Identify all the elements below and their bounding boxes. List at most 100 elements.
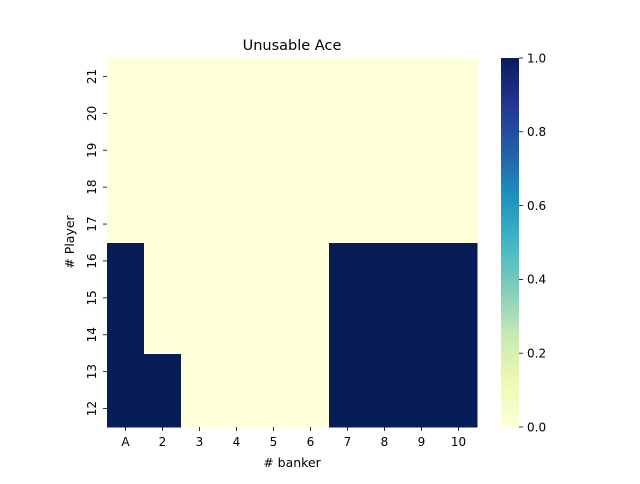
y-axis: 12 13 14 15 16 17 18 19 20 21 [85,69,107,416]
heatmap-cell [255,58,293,96]
x-tick-label: 8 [381,435,389,449]
heatmap-cell [144,131,182,170]
heatmap-cell [255,94,293,133]
heatmap-cell [440,168,478,207]
heatmap-cell [366,58,404,96]
heatmap-cell [329,205,367,244]
heatmap-cell [107,131,145,170]
chart-title: Unusable Ace [243,38,342,54]
heatmap-cell [292,390,330,428]
heatmap-cell [366,168,404,207]
heatmap-cell [366,205,404,244]
heatmap-cell [255,316,293,354]
heatmap-cell [366,279,404,317]
heatmap-cell [329,168,367,207]
x-tick-label: 7 [344,435,352,449]
heatmap-cell [366,242,404,280]
colorbar-ticks: 0.0 0.2 0.4 0.6 0.8 1.0 [519,51,546,434]
colorbar-tick-label: 0.0 [527,420,546,434]
x-tick-label: A [121,435,130,449]
heatmap-cell [440,58,478,96]
colorbar-tick-label: 0.8 [527,125,546,139]
y-tick-label: 16 [85,253,99,268]
heatmap-cell [292,168,330,207]
heatmap-cell [292,94,330,133]
heatmap-cell [403,316,441,354]
heatmap-cell [366,353,404,391]
heatmap-cell [107,353,145,391]
heatmap-cell [403,279,441,317]
heatmap-cell [255,205,293,244]
x-tick-label: 4 [233,435,241,449]
heatmap-cell [218,316,256,354]
heatmap-cell [218,279,256,317]
y-tick-label: 19 [85,143,99,158]
y-tick-label: 20 [85,106,99,121]
heatmap-cell [107,94,145,133]
heatmap-cell [329,58,367,96]
heatmap-cell [107,242,145,280]
heatmap-cell [292,279,330,317]
heatmap-cell [218,168,256,207]
heatmap-cell [218,242,256,280]
y-tick-label: 12 [85,401,99,416]
heatmap-cell [255,390,293,428]
heatmap-cell [107,58,145,96]
heatmap-cell [403,353,441,391]
heatmap-cell [181,316,219,354]
heatmap-cell [366,94,404,133]
y-axis-label: # Player [62,214,77,268]
colorbar-gradient [501,58,519,427]
colorbar-tick-label: 0.6 [527,199,546,213]
heatmap-cell [181,242,219,280]
heatmap-cell [403,131,441,170]
heatmap-cell [181,131,219,170]
heatmap-cell [366,390,404,428]
heatmap-cell [292,353,330,391]
heatmap-cell [144,94,182,133]
heatmap-cell [144,390,182,428]
heatmap-cell [403,242,441,280]
y-tick-label: 13 [85,364,99,379]
x-tick-label: 5 [270,435,278,449]
heatmap-cell [218,205,256,244]
heatmap-cell [329,131,367,170]
heatmap-cell [144,279,182,317]
heatmap-cell [107,279,145,317]
heatmap-cell [292,316,330,354]
x-axis-label: # banker [263,455,321,470]
heatmap-cell [329,353,367,391]
heatmap-cell [440,353,478,391]
heatmap-cell [440,390,478,428]
heatmap-cell [218,131,256,170]
y-tick-label: 17 [85,216,99,231]
heatmap-cell [292,205,330,244]
x-tick-label: 3 [196,435,204,449]
heatmap-cell [181,58,219,96]
heatmap-cell [107,316,145,354]
colorbar-tick-label: 0.4 [527,273,546,287]
colorbar-tick-label: 1.0 [527,51,546,65]
x-tick-label: 6 [307,435,315,449]
heatmap-cells [107,58,478,428]
heatmap-cell [403,390,441,428]
heatmap-cell [255,353,293,391]
heatmap-cell [292,58,330,96]
heatmap-cell [144,205,182,244]
y-tick-label: 21 [85,69,99,84]
heatmap-cell [403,168,441,207]
y-tick-label: 14 [85,327,99,342]
heatmap-cell [218,58,256,96]
heatmap-cell [440,94,478,133]
x-tick-label: 10 [451,435,466,449]
heatmap-cell [181,168,219,207]
heatmap-cell [144,168,182,207]
heatmap-cell [107,205,145,244]
heatmap-cell [440,316,478,354]
y-tick-label: 15 [85,290,99,305]
heatmap-cell [181,94,219,133]
heatmap-cell [329,94,367,133]
heatmap-cell [181,205,219,244]
